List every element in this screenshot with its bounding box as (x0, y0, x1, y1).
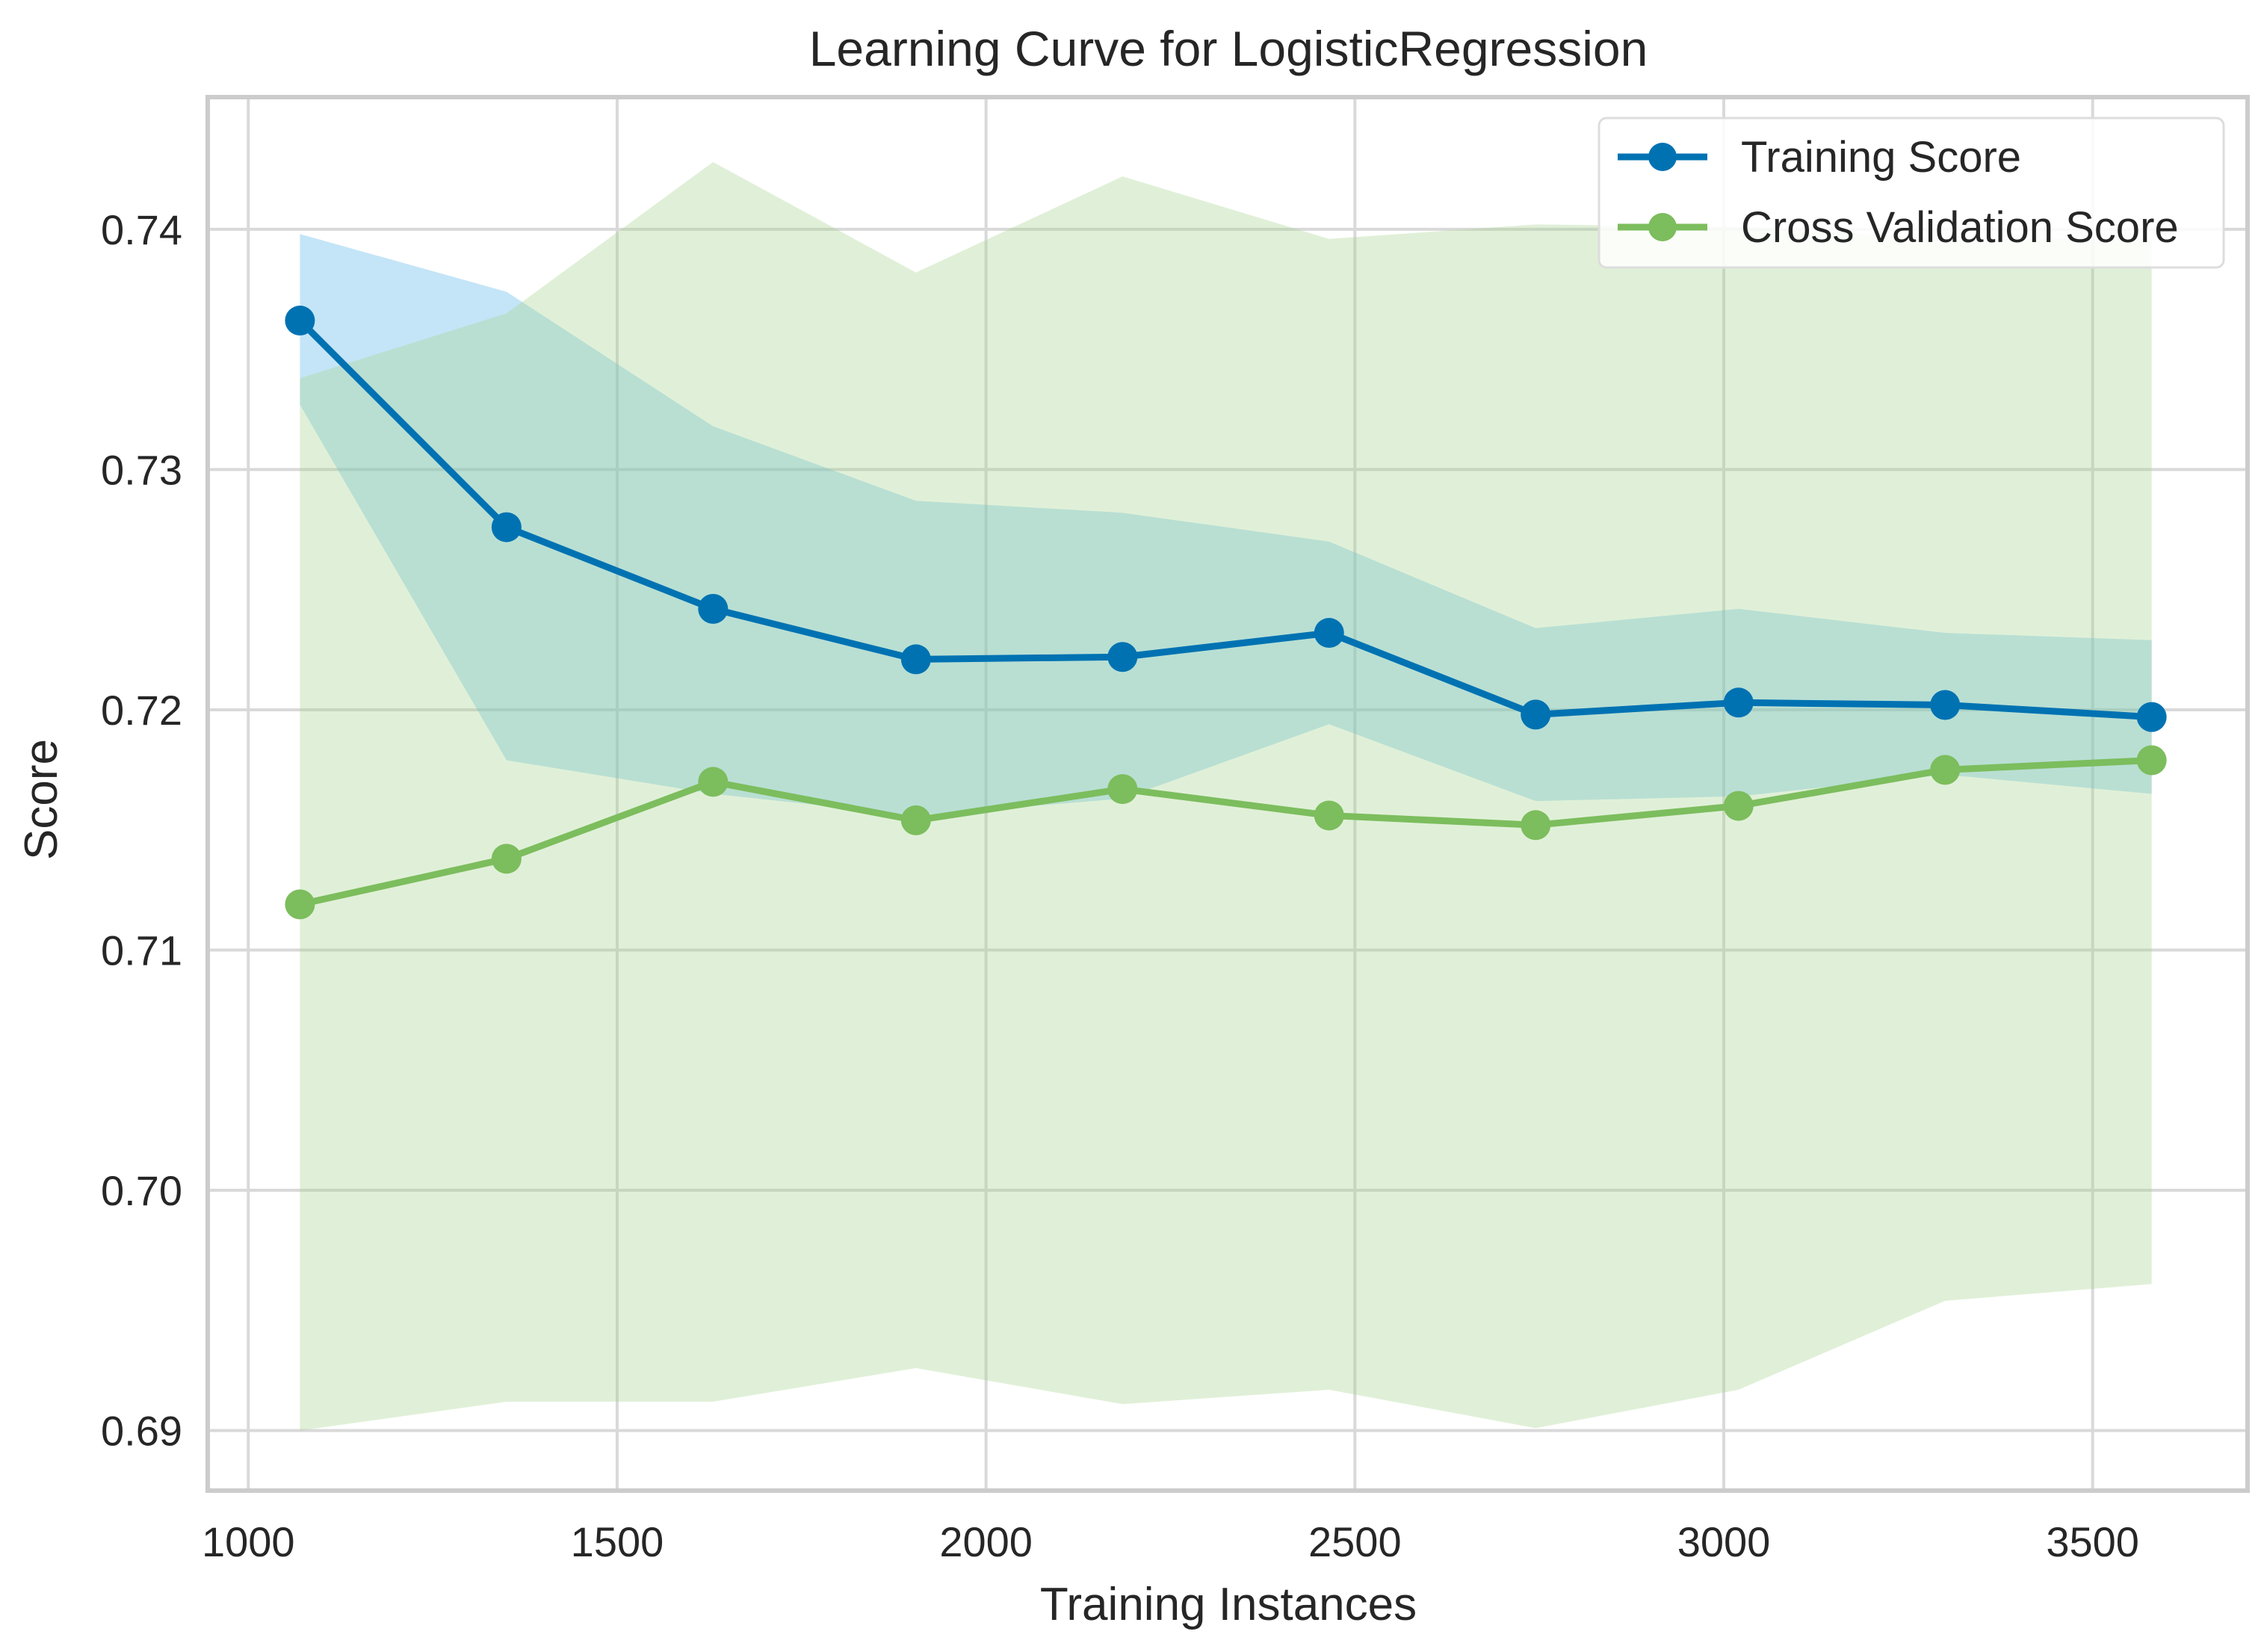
plot-frame (205, 95, 2250, 1493)
confidence-bands (300, 161, 2152, 1431)
x-tick-label-1500: 1500 (571, 1518, 664, 1565)
y-tick-label-0.69: 0.69 (101, 1408, 182, 1455)
y-tick-label-0.73: 0.73 (101, 446, 182, 493)
chart-title: Learning Curve for LogisticRegression (809, 21, 1648, 76)
x-axis-label: Training Instances (1040, 1579, 1417, 1630)
training-score-point-3 (900, 644, 931, 675)
cross-validation-score-line (299, 756, 2152, 908)
y-tick-label-0.74: 0.74 (101, 206, 182, 253)
cross-validation-score-point-3 (900, 805, 931, 835)
y-axis-label: Score (16, 739, 67, 860)
y-tick-label-0.70: 0.70 (101, 1167, 182, 1214)
x-tick-label-2000: 2000 (939, 1518, 1033, 1565)
cross-validation-score-point-0 (285, 889, 315, 920)
legend-box (1598, 117, 2225, 269)
legend-cv-label: Cross Validation Score (1741, 203, 2179, 252)
training-score-point-9 (2136, 702, 2167, 732)
training-score-line (297, 318, 2152, 721)
cross-validation-score-point-5 (1314, 800, 1344, 831)
legend: Training Score Cross Validation Score (1598, 117, 2225, 269)
x-tick-label-1000: 1000 (202, 1518, 295, 1565)
cross-validation-score-point-8 (1930, 755, 1961, 785)
cross-validation-score-point-9 (2136, 745, 2167, 776)
cross-validation-score-band (300, 161, 2152, 1431)
training-score-point-1 (491, 512, 522, 542)
training-score-point-8 (1930, 690, 1961, 720)
y-tick-label-0.72: 0.72 (101, 687, 182, 734)
training-score-point-5 (1314, 618, 1344, 649)
legend-training-marker (1648, 143, 1677, 171)
series-lines (297, 318, 2152, 908)
legend-training-label: Training Score (1741, 133, 2021, 182)
training-score-point-4 (1107, 642, 1138, 672)
cross-validation-score-point-7 (1723, 791, 1754, 821)
training-score-point-7 (1723, 687, 1754, 718)
y-tick-label-0.71: 0.71 (101, 927, 182, 974)
y-tick-labels: 0.69 0.70 0.71 0.72 0.73 0.74 (101, 206, 182, 1455)
x-tick-label-2500: 2500 (1308, 1518, 1402, 1565)
training-score-point-6 (1521, 699, 1551, 730)
cross-validation-score-point-1 (491, 844, 522, 874)
x-tick-labels: 1000 1500 2000 2500 3000 3500 (202, 1518, 2139, 1565)
legend-cv-marker (1648, 213, 1677, 241)
cross-validation-score-point-6 (1521, 810, 1551, 841)
grid-lines (208, 97, 2248, 1491)
x-tick-label-3000: 3000 (1677, 1518, 1771, 1565)
training-score-point-2 (698, 593, 729, 624)
cross-validation-score-point-2 (698, 767, 729, 797)
training-score-point-0 (285, 306, 315, 336)
cross-validation-score-point-4 (1107, 774, 1138, 805)
x-tick-label-3500: 3500 (2046, 1518, 2139, 1565)
data-points (285, 306, 2167, 920)
training-score-band (300, 234, 2152, 816)
